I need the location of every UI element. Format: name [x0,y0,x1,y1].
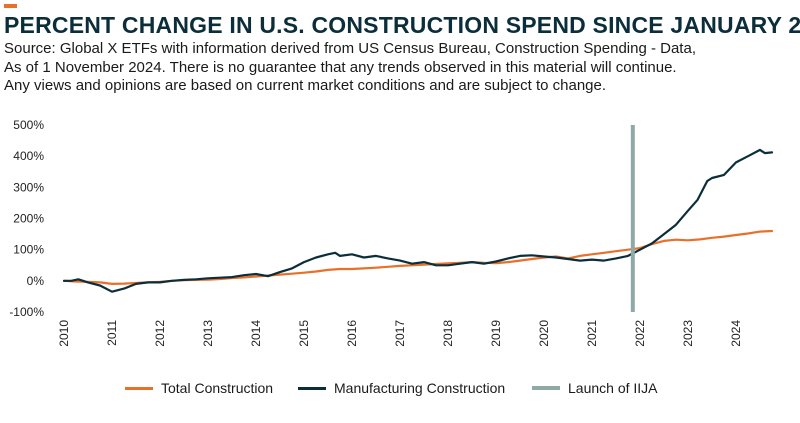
x-tick-label: 2016 [345,320,359,347]
legend-item-manufacturing-construction: Manufacturing Construction [298,380,505,396]
x-tick-label: 2012 [153,320,167,347]
x-tick-label: 2015 [297,320,311,347]
y-tick-label: 400% [13,149,44,163]
legend-swatch-total-construction [125,386,153,390]
y-tick-label: 200% [13,212,44,226]
y-tick-label: 300% [13,180,44,194]
x-tick-label: 2010 [57,320,71,347]
x-tick-label: 2014 [249,320,263,347]
source-note: Source: Global X ETFs with information d… [4,40,794,96]
y-tick-label: 100% [13,243,44,257]
manufacturing-construction-line [62,148,774,293]
x-tick-label: 2018 [441,320,455,347]
y-tick-label: 500% [13,118,44,132]
x-tick-label: 2013 [201,320,215,347]
legend-item-launch-of-iija: Launch of IIJA [532,380,658,396]
legend-swatch-manufacturing-construction [298,386,326,390]
chart-title: PERCENT CHANGE IN U.S. CONSTRUCTION SPEN… [4,12,800,38]
x-tick-label: 2021 [585,320,599,347]
x-tick-label: 2024 [729,320,743,347]
source-line-3: Any views and opinions are based on curr… [4,77,607,94]
y-tick-label: -100% [9,305,44,319]
y-tick-label: 0% [27,274,45,288]
legend-item-total-construction: Total Construction [125,380,273,396]
source-line-1: Source: Global X ETFs with information d… [4,40,696,57]
legend-label-total-construction: Total Construction [161,380,274,396]
x-tick-label: 2011 [105,320,119,346]
source-line-2: As of 1 November 2024. There is no guara… [4,58,677,76]
legend-label-launch-of-iija: Launch of IIJA [568,380,658,396]
total-construction-line [62,229,774,285]
x-tick-label: 2020 [537,320,551,347]
x-tick-label: 2023 [681,320,695,347]
legend-label-manufacturing-construction: Manufacturing Construction [334,380,506,396]
legend-swatch-launch-of-iija [532,386,560,390]
x-tick-label: 2022 [633,320,647,347]
x-tick-label: 2019 [489,320,503,347]
title-accent-bar [4,4,17,8]
x-tick-label: 2017 [393,320,407,347]
chart-legend: Total Construction Manufacturing Constru… [0,380,800,400]
